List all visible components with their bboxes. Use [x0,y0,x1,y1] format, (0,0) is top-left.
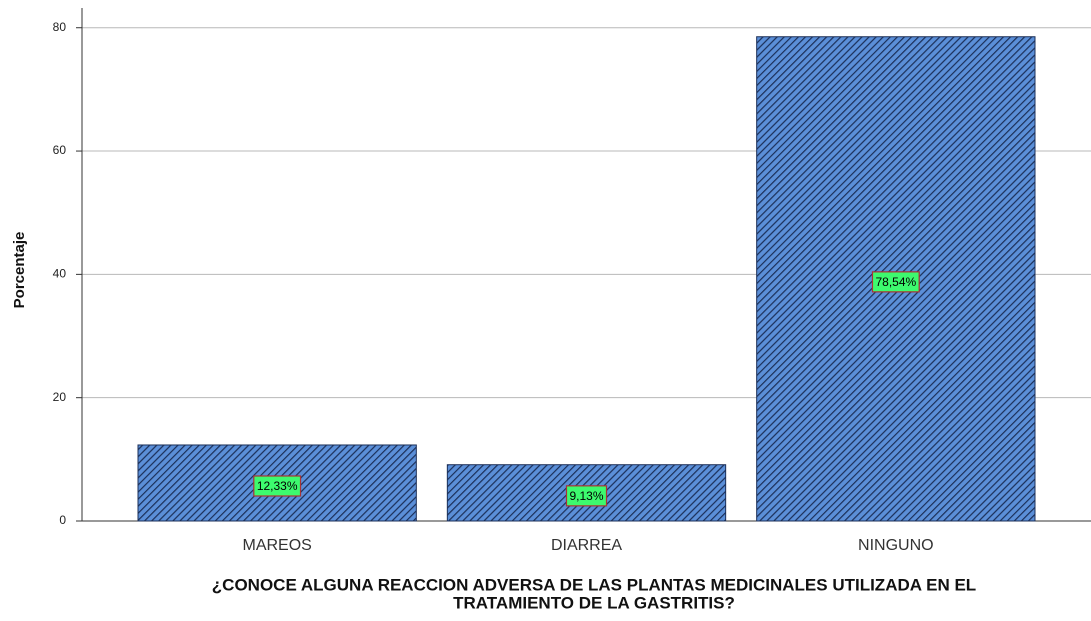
y-tick-label: 40 [53,267,67,281]
x-axis-label: ¿CONOCE ALGUNA REACCION ADVERSA DE LAS P… [212,575,976,594]
x-tick-label: DIARREA [551,537,622,554]
value-label-box [565,485,608,507]
value-label-box [871,271,920,293]
value-label: 78,54% [875,275,916,289]
y-axis-label: Porcentaje [11,232,28,309]
x-tick-label: NINGUNO [858,537,934,554]
value-label: 9,13% [569,489,603,503]
y-tick-label: 20 [53,390,67,404]
x-tick-label: MAREOS [242,537,311,554]
y-tick-label: 0 [59,513,66,527]
y-tick-label: 80 [53,20,67,34]
y-tick-label: 60 [53,143,67,157]
value-label: 12,33% [257,479,298,493]
x-axis-label: TRATAMIENTO DE LA GASTRITIS? [453,593,735,612]
value-label-box [253,475,302,497]
